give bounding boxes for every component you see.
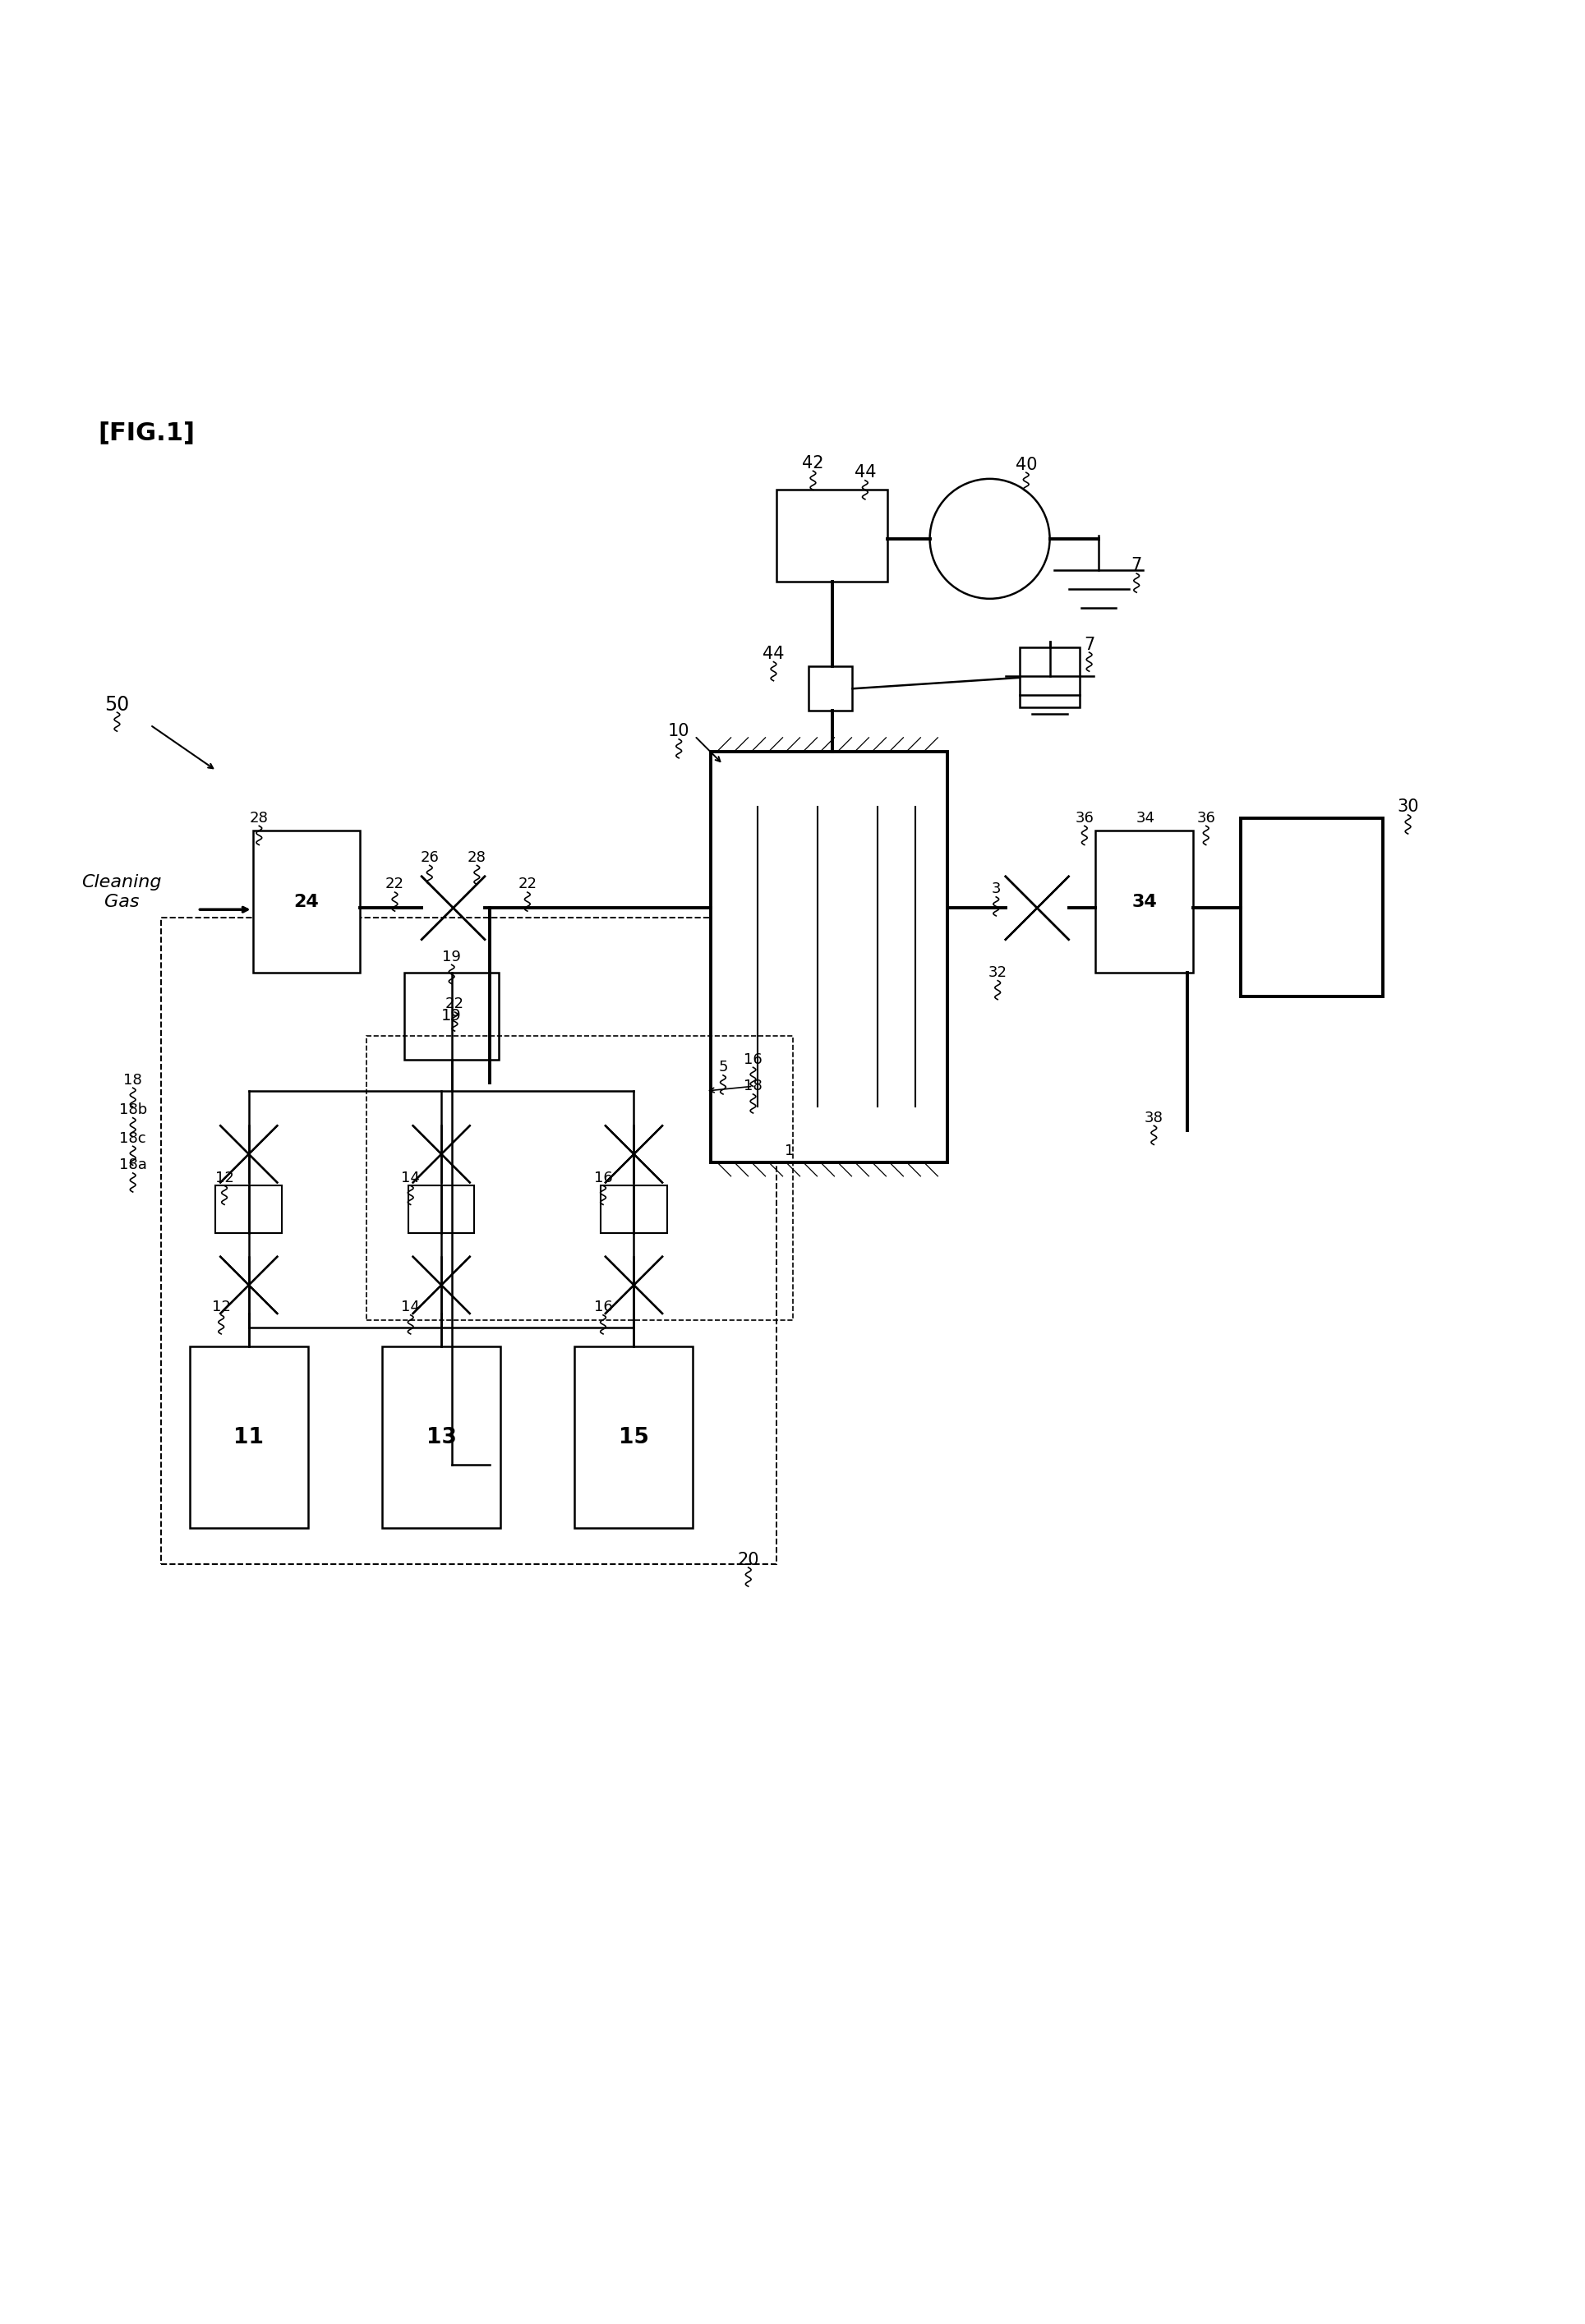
Text: 18: 18 <box>124 1074 143 1088</box>
Bar <box>366 1037 793 1320</box>
Text: 20: 20 <box>737 1552 759 1569</box>
Bar <box>710 751 948 1162</box>
Text: 30: 30 <box>1396 799 1419 816</box>
Bar <box>601 1185 667 1234</box>
Text: 3: 3 <box>991 881 1000 897</box>
Text: 12: 12 <box>216 1171 233 1185</box>
Text: 34: 34 <box>1136 811 1154 825</box>
Bar <box>404 974 499 1060</box>
Text: 16: 16 <box>594 1299 612 1315</box>
Text: 11: 11 <box>233 1427 265 1448</box>
Text: 36: 36 <box>1197 811 1216 825</box>
Text: 12: 12 <box>212 1299 230 1315</box>
Text: 42: 42 <box>802 456 824 472</box>
Text: 26: 26 <box>420 851 439 865</box>
Text: 40: 40 <box>1014 456 1037 472</box>
Text: 22: 22 <box>518 876 537 892</box>
Bar <box>808 667 853 711</box>
Text: 44: 44 <box>762 646 785 662</box>
Text: 18: 18 <box>743 1078 762 1095</box>
Text: 36: 36 <box>1075 811 1094 825</box>
Text: 18b: 18b <box>119 1102 147 1118</box>
Text: 18a: 18a <box>119 1157 147 1174</box>
Text: 50: 50 <box>105 695 130 713</box>
Text: 32: 32 <box>987 964 1006 981</box>
Text: 14: 14 <box>401 1299 420 1315</box>
Text: 24: 24 <box>293 892 319 911</box>
Bar <box>252 830 360 974</box>
Bar <box>216 1185 282 1234</box>
Text: 16: 16 <box>743 1053 762 1067</box>
Bar <box>190 1346 307 1529</box>
Text: [FIG.1]: [FIG.1] <box>98 421 195 444</box>
Text: 19: 19 <box>442 1009 461 1025</box>
Text: 44: 44 <box>854 465 877 481</box>
Text: 10: 10 <box>667 723 689 739</box>
Text: 18c: 18c <box>119 1132 146 1146</box>
Text: 7: 7 <box>1132 558 1141 574</box>
Text: 22: 22 <box>385 876 404 892</box>
Bar <box>409 1185 474 1234</box>
Text: 28: 28 <box>250 811 268 825</box>
Bar <box>777 490 888 581</box>
Text: 1: 1 <box>785 1143 794 1157</box>
Bar <box>1241 818 1382 997</box>
Text: Cleaning
Gas: Cleaning Gas <box>82 874 162 911</box>
Text: 22: 22 <box>445 997 464 1011</box>
Text: 13: 13 <box>426 1427 456 1448</box>
Text: 16: 16 <box>594 1171 612 1185</box>
Bar <box>1095 830 1194 974</box>
Text: 7: 7 <box>1084 637 1095 653</box>
Bar <box>575 1346 693 1529</box>
Text: 19: 19 <box>442 951 461 964</box>
Text: 38: 38 <box>1144 1111 1163 1125</box>
Text: 28: 28 <box>468 851 487 865</box>
Bar <box>382 1346 501 1529</box>
Bar <box>162 918 777 1564</box>
Circle shape <box>930 479 1049 600</box>
Text: 15: 15 <box>618 1427 648 1448</box>
Text: 14: 14 <box>401 1171 420 1185</box>
Text: 5: 5 <box>718 1060 728 1074</box>
Text: 34: 34 <box>1132 892 1157 911</box>
Bar <box>1019 648 1079 706</box>
